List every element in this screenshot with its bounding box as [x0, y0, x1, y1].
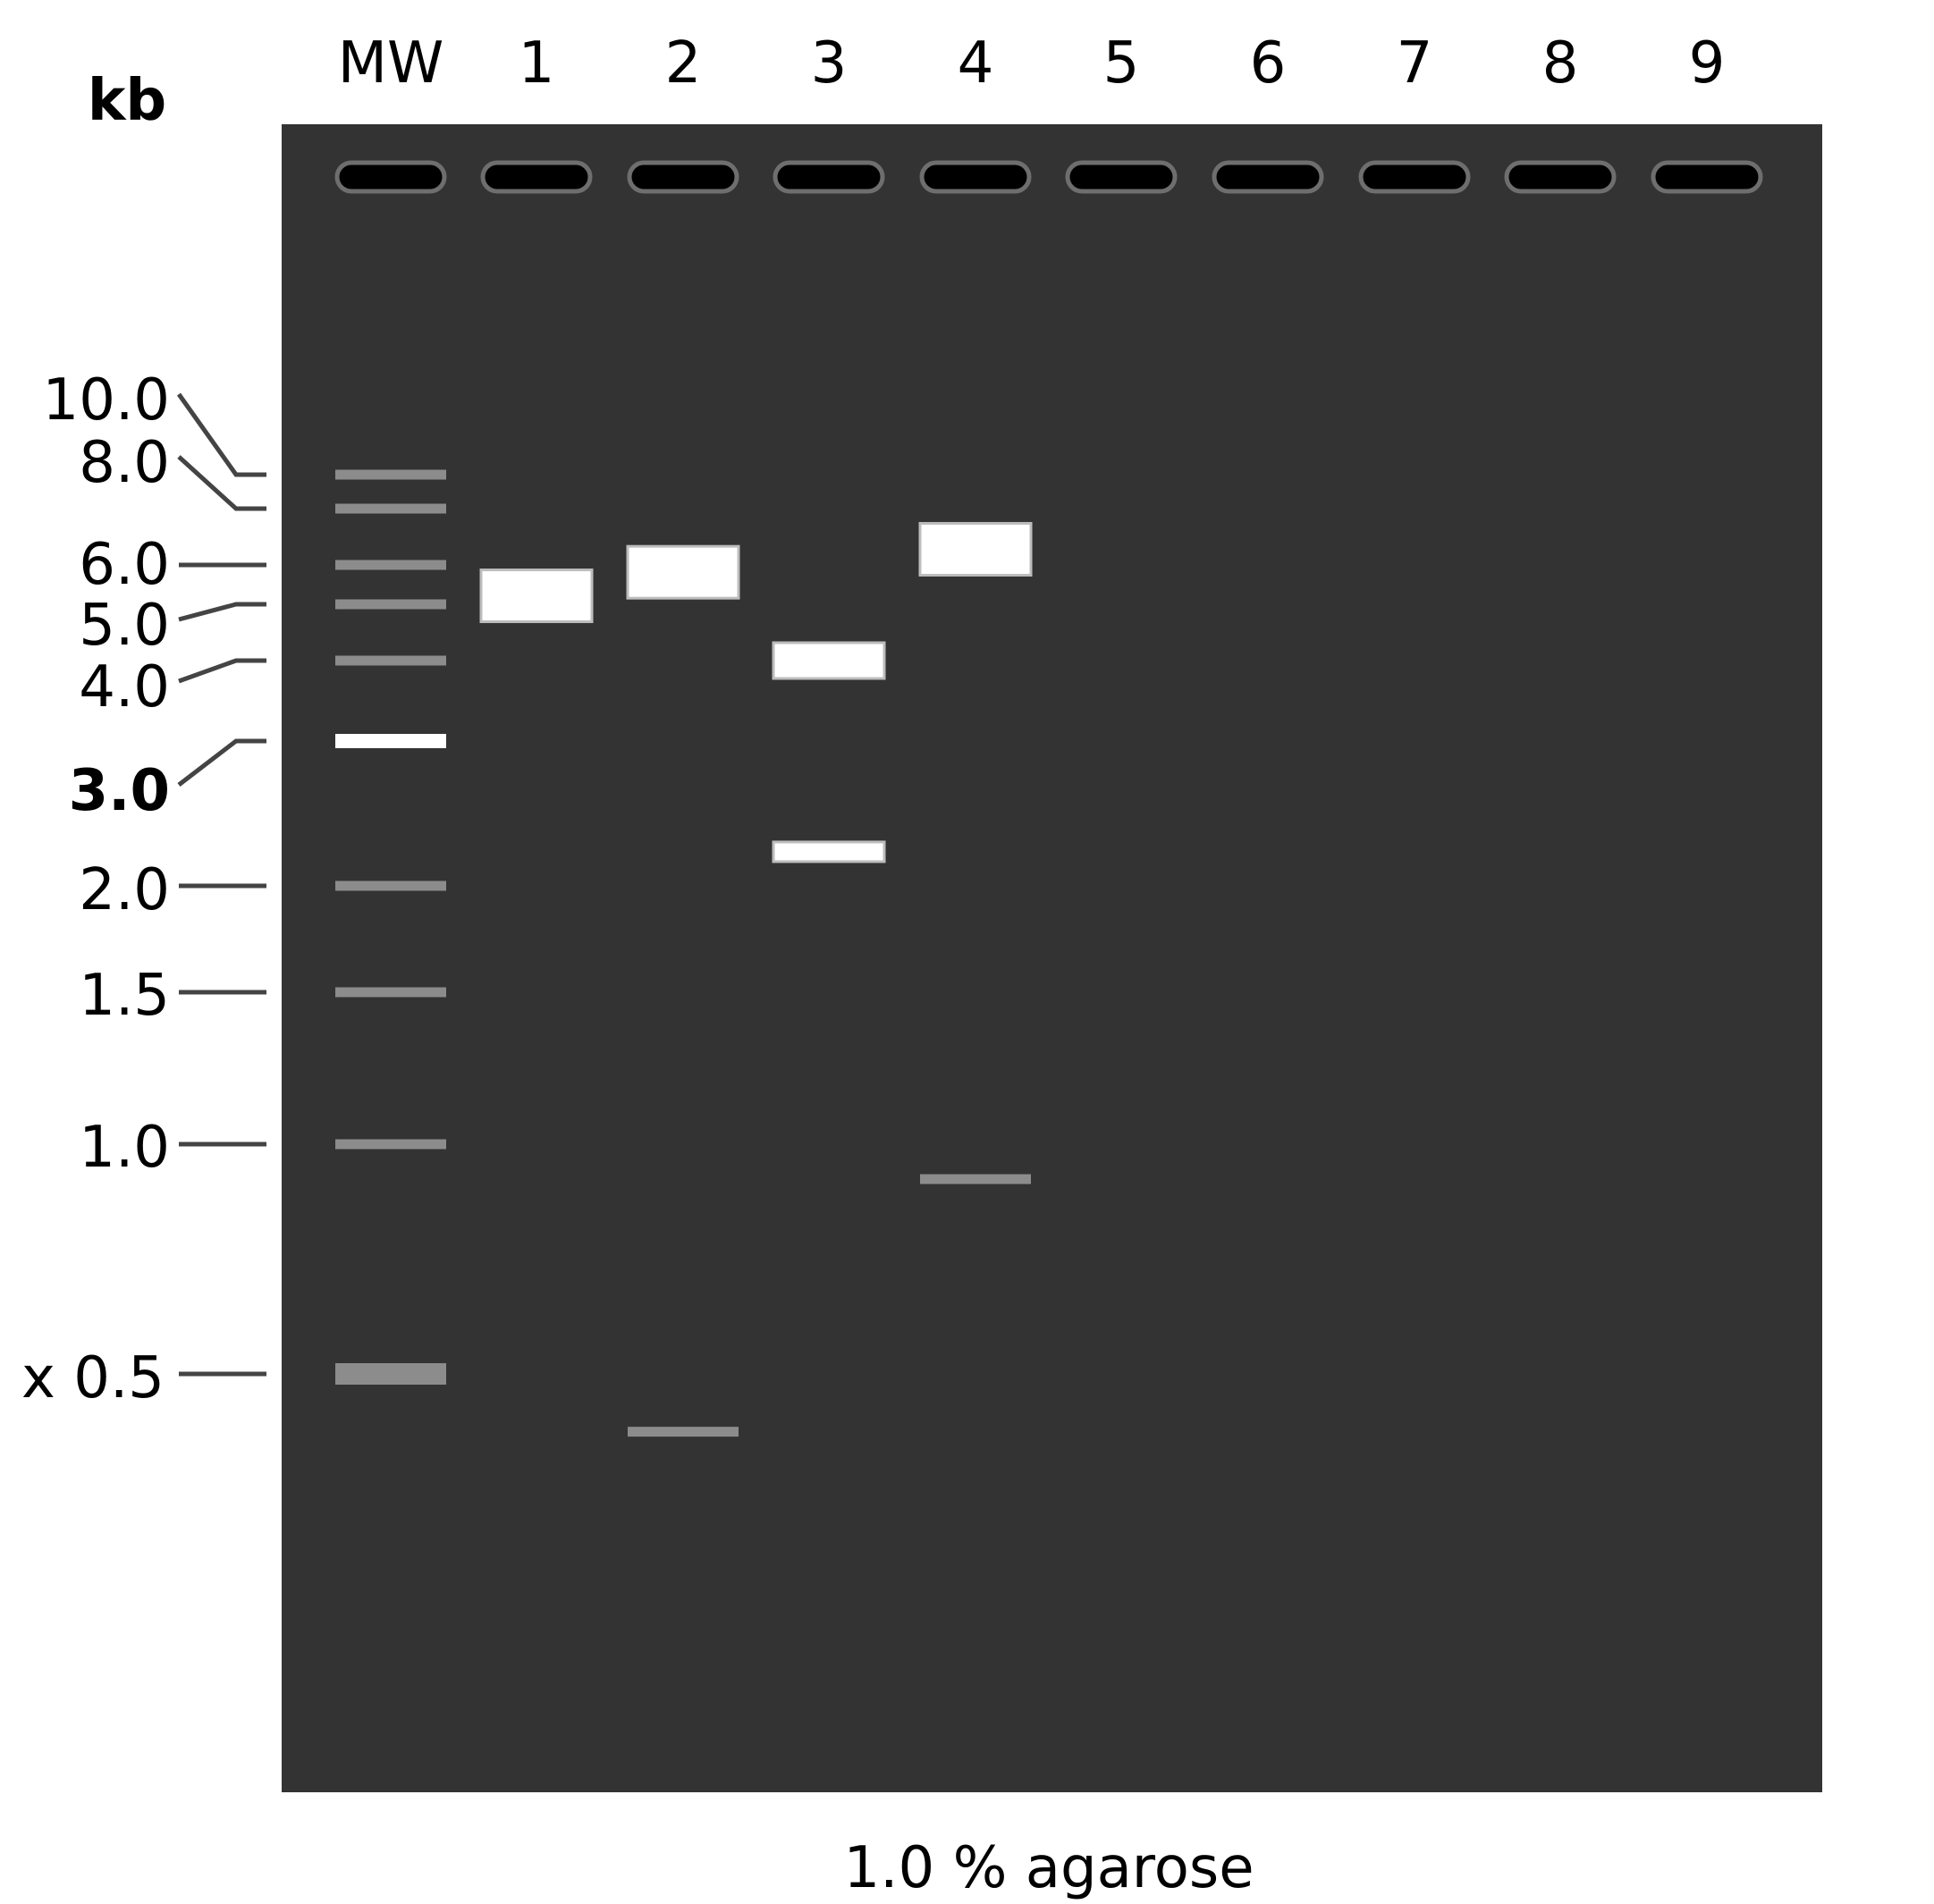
ladder-band-1 [335, 1139, 446, 1150]
lane-label-mw: MW [338, 30, 444, 97]
lane-label-3: 3 [811, 30, 848, 97]
marker-leader-line-4 [178, 658, 266, 684]
well-lane-9 [1651, 160, 1763, 194]
well-lane-1 [480, 160, 593, 194]
sample-band-lane-2-3 [628, 1427, 739, 1437]
ladder-band-1.5 [335, 987, 446, 998]
marker-label-4: 4.0 [79, 654, 170, 720]
ladder-band-4 [335, 655, 446, 666]
marker-label-2: 2.0 [79, 857, 170, 923]
marker-label-8: 8.0 [79, 430, 170, 496]
lane-label-5: 5 [1103, 30, 1140, 97]
lane-label-1: 1 [519, 30, 555, 97]
well-lane-3 [773, 160, 885, 194]
marker-label-1: 1.0 [79, 1115, 170, 1181]
lane-label-4: 4 [958, 30, 994, 97]
ladder-band-0.5 [335, 1363, 446, 1385]
lane-label-8: 8 [1542, 30, 1579, 97]
marker-labels: 10.08.0 6.05.04.0 3.0 2.0 1.5 1.0 x 0.5 [21, 367, 266, 1411]
marker-leader-line-10 [176, 392, 266, 477]
marker-leader-line-3 [177, 738, 266, 787]
well-lane-7 [1358, 160, 1471, 194]
lane-labels: MW 1 2 3 4 5 6 7 8 9 [338, 30, 1726, 97]
marker-label-6: 6.0 [79, 532, 170, 598]
sample-band-lane-4-7 [920, 1174, 1031, 1184]
marker-label-0.5: x 0.5 [21, 1345, 165, 1411]
sample-band-lane-1-1 [479, 569, 594, 624]
ladder-band-5 [335, 599, 446, 610]
sample-band-lane-3-4 [772, 641, 886, 680]
gel-caption: 1.0 % agarose [843, 1835, 1254, 1901]
well-lane-6 [1212, 160, 1324, 194]
well-lane-5 [1065, 160, 1178, 194]
well-lane-8 [1504, 160, 1617, 194]
ladder-band-6 [335, 560, 446, 570]
ladder-band-2 [335, 880, 446, 891]
marker-leader-line-8 [177, 455, 266, 511]
sample-bands [479, 521, 1033, 1437]
lane-label-9: 9 [1689, 30, 1726, 97]
marker-label-10: 10.0 [43, 367, 171, 434]
ladder-band-10 [335, 469, 446, 480]
ladder-band-3 [335, 734, 446, 748]
well-lane-2 [627, 160, 739, 194]
marker-leader-line-5 [178, 602, 266, 622]
lane-label-7: 7 [1397, 30, 1433, 97]
wells [334, 160, 1763, 194]
sample-band-lane-2-2 [626, 544, 740, 600]
marker-label-3: 3.0 [69, 758, 170, 824]
sample-band-lane-3-5 [772, 840, 886, 864]
sample-band-lane-4-6 [918, 521, 1033, 577]
marker-label-5: 5.0 [79, 593, 170, 659]
unit-label-kb: kb [88, 68, 166, 134]
marker-label-1.5: 1.5 [79, 963, 170, 1029]
gel-body [282, 124, 1822, 1792]
ladder-bands [335, 469, 446, 1385]
lane-label-6: 6 [1250, 30, 1287, 97]
lane-label-2: 2 [665, 30, 702, 97]
well-lane-mw [334, 160, 447, 194]
ladder-band-8 [335, 503, 446, 514]
well-lane-4 [919, 160, 1032, 194]
